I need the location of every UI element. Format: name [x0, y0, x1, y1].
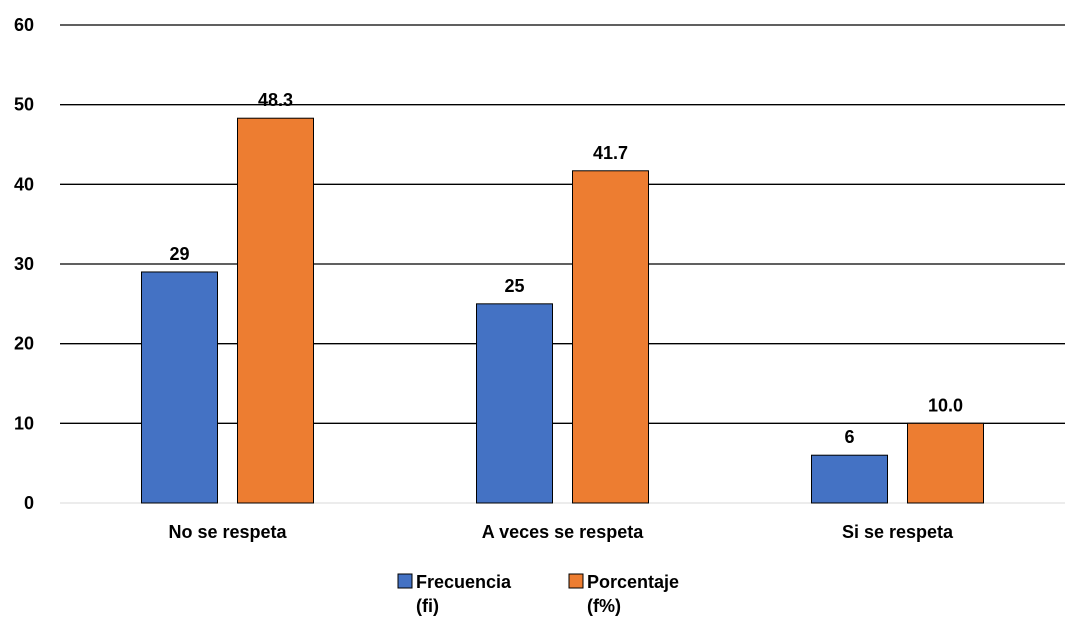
y-tick-label: 0 [24, 493, 34, 513]
legend: Frecuencia (fi) Porcentaje (f%) [397, 572, 679, 616]
legend-label: (f%) [587, 596, 621, 616]
data-labels: 29 48.3 25 41.7 6 10.0 [169, 90, 963, 447]
data-label: 41.7 [593, 143, 628, 163]
x-category-label: A veces se respeta [482, 522, 644, 542]
y-axis-ticks: 0 10 20 30 40 50 60 [14, 15, 34, 513]
legend-swatch [568, 573, 584, 589]
bar [476, 303, 553, 504]
bar [237, 117, 314, 504]
y-tick-label: 50 [14, 95, 34, 115]
y-tick-label: 10 [14, 413, 34, 433]
legend-label: (fi) [416, 596, 439, 616]
x-category-label: Si se respeta [842, 522, 954, 542]
x-axis-categories: No se respeta A veces se respeta Si se res… [168, 522, 954, 542]
bar [141, 271, 218, 504]
bar [572, 170, 649, 504]
legend-label: Frecuencia [416, 572, 512, 592]
y-tick-label: 20 [14, 334, 34, 354]
data-label: 48.3 [258, 90, 293, 110]
bar [811, 454, 888, 504]
data-label: 25 [504, 276, 524, 296]
gridlines [60, 24, 1065, 504]
data-label: 29 [169, 244, 189, 264]
bars [141, 117, 984, 504]
y-tick-label: 60 [14, 15, 34, 35]
legend-swatch [397, 573, 413, 589]
data-label: 6 [844, 427, 854, 447]
x-category-label: No se respeta [168, 522, 287, 542]
y-tick-label: 40 [14, 174, 34, 194]
y-tick-label: 30 [14, 254, 34, 274]
legend-label: Porcentaje [587, 572, 679, 592]
bar [907, 422, 984, 504]
data-label: 10.0 [928, 395, 963, 415]
